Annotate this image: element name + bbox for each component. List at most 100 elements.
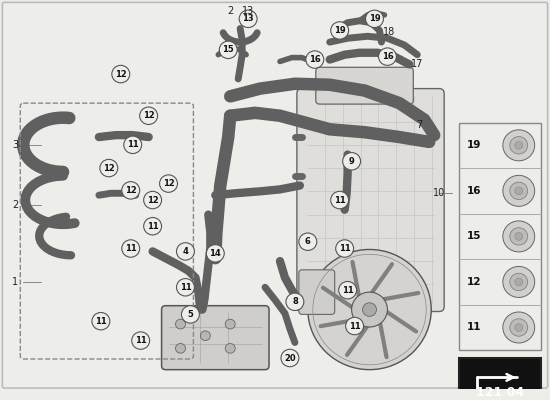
Text: 14: 14 — [210, 249, 221, 258]
Text: 11: 11 — [95, 317, 107, 326]
FancyBboxPatch shape — [459, 358, 541, 400]
FancyBboxPatch shape — [299, 270, 335, 314]
FancyBboxPatch shape — [162, 306, 269, 370]
Text: 11: 11 — [349, 322, 360, 330]
Circle shape — [331, 22, 349, 39]
Text: 11: 11 — [339, 244, 350, 253]
Text: 11: 11 — [135, 336, 146, 345]
Circle shape — [503, 130, 535, 161]
Text: 13: 13 — [242, 6, 254, 16]
Text: 121 04: 121 04 — [476, 386, 524, 400]
Circle shape — [144, 218, 162, 235]
Circle shape — [510, 136, 527, 154]
Text: 19: 19 — [334, 26, 345, 35]
Circle shape — [206, 245, 224, 262]
Text: 16: 16 — [467, 186, 482, 196]
Text: 8: 8 — [292, 297, 298, 306]
Circle shape — [144, 191, 162, 209]
Text: 18: 18 — [383, 28, 395, 38]
Circle shape — [177, 278, 194, 296]
Circle shape — [286, 293, 304, 310]
Circle shape — [510, 273, 527, 291]
Text: 10: 10 — [433, 188, 446, 198]
FancyBboxPatch shape — [297, 89, 444, 312]
Circle shape — [503, 266, 535, 298]
FancyBboxPatch shape — [316, 67, 413, 104]
Text: 11: 11 — [127, 140, 139, 149]
Text: 17: 17 — [411, 59, 424, 69]
Circle shape — [299, 233, 317, 250]
Text: 12: 12 — [115, 70, 126, 78]
Text: 9: 9 — [349, 157, 355, 166]
Text: 5: 5 — [188, 310, 194, 319]
Text: 20: 20 — [284, 354, 296, 362]
Text: 7: 7 — [416, 120, 422, 130]
Circle shape — [331, 191, 349, 209]
Circle shape — [515, 278, 522, 286]
Circle shape — [343, 152, 361, 170]
Circle shape — [510, 228, 527, 245]
Text: 12: 12 — [163, 179, 174, 188]
Circle shape — [366, 10, 383, 28]
Text: 13: 13 — [243, 14, 254, 23]
Circle shape — [503, 312, 535, 343]
Text: 16: 16 — [382, 52, 393, 61]
Circle shape — [362, 303, 377, 316]
Text: 19: 19 — [368, 14, 380, 23]
Circle shape — [122, 182, 140, 199]
Text: 15: 15 — [467, 231, 482, 241]
Circle shape — [182, 306, 200, 323]
Text: 3: 3 — [12, 140, 18, 150]
Circle shape — [339, 282, 356, 299]
Circle shape — [200, 331, 210, 340]
Circle shape — [515, 232, 522, 240]
Text: 11: 11 — [180, 283, 191, 292]
Circle shape — [140, 107, 158, 124]
Circle shape — [92, 312, 110, 330]
Circle shape — [226, 319, 235, 329]
FancyBboxPatch shape — [459, 122, 541, 350]
Text: 15: 15 — [222, 45, 234, 54]
Text: 1: 1 — [12, 278, 18, 288]
Circle shape — [112, 65, 130, 83]
Text: 12: 12 — [125, 186, 136, 195]
Text: 11: 11 — [125, 244, 136, 253]
Text: 12: 12 — [143, 111, 155, 120]
Text: 11: 11 — [334, 196, 345, 204]
Circle shape — [226, 344, 235, 353]
Circle shape — [132, 332, 150, 349]
Text: 12: 12 — [467, 277, 482, 287]
Text: 2: 2 — [227, 6, 233, 16]
FancyBboxPatch shape — [2, 2, 548, 388]
Circle shape — [515, 324, 522, 331]
Text: 11: 11 — [467, 322, 482, 332]
Circle shape — [124, 136, 142, 154]
Text: 19: 19 — [467, 140, 481, 150]
Circle shape — [345, 317, 364, 335]
Text: 11: 11 — [342, 286, 354, 295]
Text: 6: 6 — [305, 237, 311, 246]
Circle shape — [281, 349, 299, 367]
Circle shape — [510, 319, 527, 336]
Text: 11: 11 — [147, 222, 158, 231]
Circle shape — [515, 142, 522, 149]
Text: 16: 16 — [309, 55, 321, 64]
Circle shape — [308, 250, 431, 370]
Circle shape — [160, 175, 178, 192]
Circle shape — [378, 48, 397, 65]
Text: 12: 12 — [103, 164, 115, 172]
Circle shape — [336, 240, 354, 257]
Text: 12: 12 — [147, 196, 158, 204]
Circle shape — [175, 344, 185, 353]
Circle shape — [515, 187, 522, 195]
Text: 2: 2 — [12, 200, 19, 210]
Circle shape — [503, 175, 535, 206]
Circle shape — [306, 51, 324, 68]
Circle shape — [177, 243, 194, 260]
Circle shape — [239, 10, 257, 28]
Circle shape — [100, 159, 118, 177]
Circle shape — [219, 41, 237, 58]
Circle shape — [510, 182, 527, 200]
Circle shape — [503, 221, 535, 252]
Circle shape — [175, 319, 185, 329]
